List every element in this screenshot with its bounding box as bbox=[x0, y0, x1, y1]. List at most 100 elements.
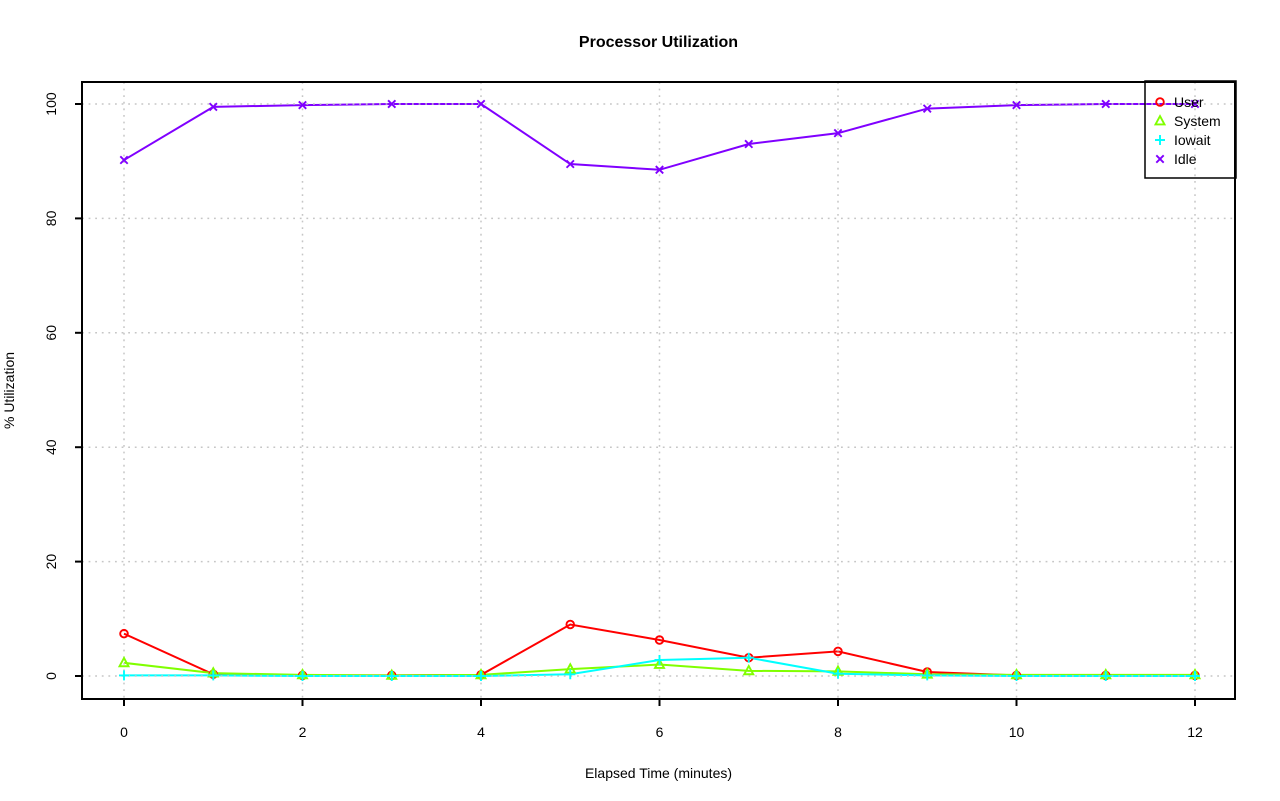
series-line-idle bbox=[123, 103, 1195, 171]
plus-marker-icon bbox=[922, 670, 933, 681]
x-marker-icon bbox=[1155, 154, 1165, 164]
chart-title: Processor Utilization bbox=[579, 34, 738, 51]
circle-marker-icon bbox=[1155, 97, 1165, 107]
data-point-iowait bbox=[1100, 671, 1111, 681]
x-marker-icon bbox=[119, 155, 129, 165]
y-axis-tick-label: 40 bbox=[43, 439, 59, 455]
data-point-iowait bbox=[565, 669, 576, 680]
x-marker-icon bbox=[1012, 100, 1021, 110]
circle-marker-icon bbox=[565, 619, 576, 630]
data-point-iowait bbox=[119, 670, 129, 681]
data-point-system bbox=[653, 657, 666, 669]
legend-box bbox=[1144, 80, 1237, 179]
series-markers bbox=[117, 99, 1202, 681]
legend-label: User bbox=[1174, 94, 1204, 110]
plus-marker-icon bbox=[1190, 671, 1200, 681]
x-marker-icon bbox=[744, 139, 754, 149]
x-marker-icon bbox=[298, 100, 307, 110]
x-marker-icon bbox=[1101, 99, 1111, 109]
x-marker-icon bbox=[208, 102, 218, 112]
legend-marker-user bbox=[1155, 97, 1165, 107]
data-point-idle bbox=[655, 165, 664, 175]
circle-marker-icon bbox=[654, 635, 665, 645]
data-point-iowait bbox=[922, 670, 933, 681]
triangle-marker-icon bbox=[742, 663, 755, 676]
plus-marker-icon bbox=[833, 668, 843, 679]
x-axis-tick-label: 2 bbox=[299, 724, 307, 740]
data-point-system bbox=[742, 663, 755, 676]
legend: User System Iowait Idle bbox=[1144, 80, 1237, 179]
plus-marker-icon bbox=[208, 670, 219, 681]
legend-label: Idle bbox=[1174, 151, 1197, 167]
data-point-idle bbox=[208, 102, 218, 112]
triangle-marker-icon bbox=[1153, 114, 1167, 126]
data-point-idle bbox=[119, 155, 129, 165]
x-marker-icon bbox=[922, 104, 932, 113]
data-point-idle bbox=[1190, 99, 1200, 109]
data-point-iowait bbox=[1190, 671, 1200, 681]
data-point-iowait bbox=[476, 671, 486, 681]
data-point-idle bbox=[565, 159, 575, 169]
x-axis-tick-label: 0 bbox=[120, 724, 128, 740]
gridlines bbox=[82, 82, 1235, 699]
y-axis-tick-label: 80 bbox=[43, 210, 59, 226]
data-point-user bbox=[833, 646, 843, 657]
plus-marker-icon bbox=[654, 654, 665, 665]
x-marker-icon bbox=[387, 99, 397, 109]
legend-marker-system bbox=[1153, 114, 1167, 126]
y-axis-tick-label: 100 bbox=[43, 92, 59, 116]
data-point-idle bbox=[1101, 99, 1111, 109]
data-point-idle bbox=[476, 99, 486, 109]
circle-marker-icon bbox=[119, 628, 129, 639]
data-point-iowait bbox=[833, 668, 843, 679]
plot-border bbox=[81, 81, 1236, 700]
legend-label: Iowait bbox=[1174, 132, 1211, 148]
data-point-iowait bbox=[297, 671, 308, 681]
x-axis-tick-label: 6 bbox=[656, 724, 664, 740]
x-axis-tick-label: 12 bbox=[1187, 724, 1203, 740]
plus-marker-icon bbox=[1011, 671, 1022, 681]
data-point-idle bbox=[922, 104, 932, 113]
y-axis-tick-label: 20 bbox=[43, 554, 59, 570]
y-axis-tick-label: 60 bbox=[43, 325, 59, 341]
x-marker-icon bbox=[655, 165, 664, 175]
plus-marker-icon bbox=[743, 652, 754, 663]
x-marker-icon bbox=[476, 99, 486, 109]
plus-marker-icon bbox=[476, 671, 486, 681]
legend-item-idle: Idle bbox=[1155, 151, 1197, 167]
y-axis-tick-label: 0 bbox=[43, 672, 59, 680]
x-marker-icon bbox=[1190, 99, 1200, 109]
data-point-idle bbox=[387, 99, 397, 109]
circle-marker-icon bbox=[833, 646, 843, 657]
x-marker-icon bbox=[833, 128, 843, 138]
x-axis-tick-label: 8 bbox=[834, 724, 842, 740]
plus-marker-icon bbox=[119, 670, 129, 681]
data-point-iowait bbox=[386, 671, 397, 681]
legend-marker-idle bbox=[1155, 154, 1165, 164]
data-point-system bbox=[117, 655, 131, 668]
plus-marker-icon bbox=[1100, 671, 1111, 681]
data-point-idle bbox=[1012, 100, 1021, 110]
data-point-user bbox=[119, 628, 129, 639]
data-point-user bbox=[565, 619, 576, 630]
x-axis-label: Elapsed Time (minutes) bbox=[585, 765, 732, 781]
legend-label: System bbox=[1174, 113, 1221, 129]
plus-marker-icon bbox=[565, 669, 576, 680]
data-point-idle bbox=[744, 139, 754, 149]
data-point-user bbox=[654, 635, 665, 645]
plus-marker-icon bbox=[386, 671, 397, 681]
legend-marker-iowait bbox=[1155, 135, 1165, 145]
y-axis-label: % Utilization bbox=[1, 352, 17, 429]
triangle-marker-icon bbox=[117, 655, 131, 668]
data-point-iowait bbox=[208, 670, 219, 681]
x-axis-tick-label: 10 bbox=[1009, 724, 1025, 740]
legend-item-user: User bbox=[1155, 94, 1204, 110]
x-axis-tick-label: 4 bbox=[477, 724, 485, 740]
legend-item-system: System bbox=[1153, 113, 1221, 129]
axis-ticks bbox=[75, 103, 1196, 706]
data-point-idle bbox=[298, 100, 307, 110]
data-point-iowait bbox=[654, 654, 665, 665]
legend-item-iowait: Iowait bbox=[1155, 132, 1211, 148]
